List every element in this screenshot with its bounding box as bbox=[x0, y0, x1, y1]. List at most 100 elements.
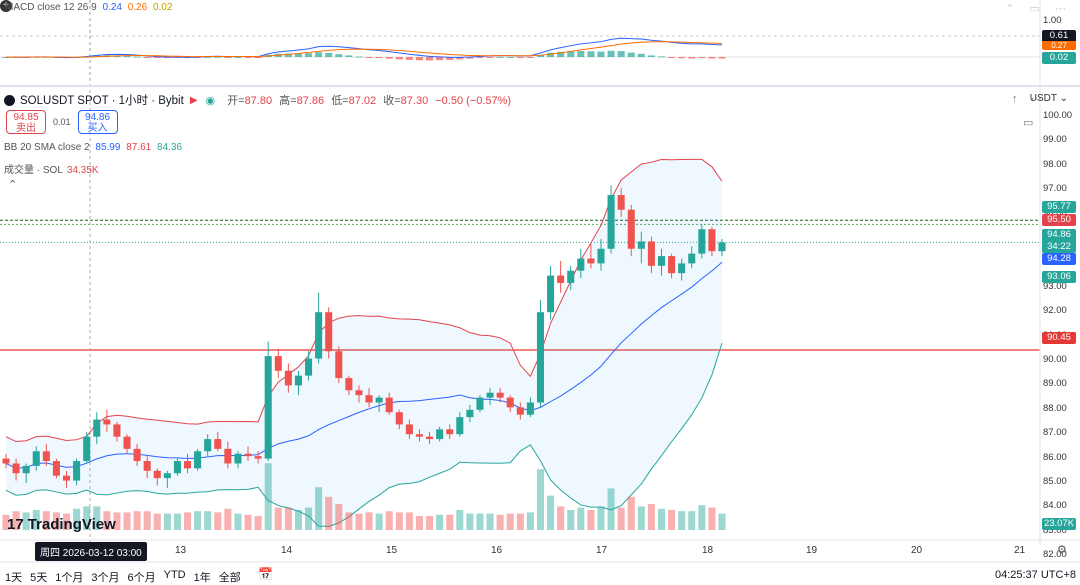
candle[interactable] bbox=[325, 307, 333, 359]
candle[interactable] bbox=[2, 453, 10, 469]
collapse-chevron-icon[interactable]: ⌃ bbox=[8, 179, 18, 191]
bollinger-legend[interactable]: BB 20 SMA close 2 85.99 87.61 84.36 bbox=[4, 142, 182, 153]
crosshair-icon[interactable]: + bbox=[0, 0, 12, 12]
candle[interactable] bbox=[123, 434, 131, 454]
volume-legend[interactable]: 成交量 · SOL 34.35K bbox=[4, 161, 99, 176]
candle[interactable] bbox=[183, 453, 192, 474]
candle[interactable] bbox=[73, 458, 81, 486]
candle[interactable] bbox=[194, 448, 202, 471]
candle[interactable] bbox=[405, 419, 413, 440]
range-button[interactable]: 3个月 bbox=[91, 572, 120, 584]
candle[interactable] bbox=[355, 385, 363, 403]
arrow-up-icon[interactable]: ↑ bbox=[1012, 93, 1018, 105]
candle[interactable] bbox=[506, 395, 514, 413]
candle[interactable] bbox=[153, 468, 161, 486]
candle[interactable] bbox=[12, 458, 20, 481]
candle[interactable] bbox=[446, 424, 454, 440]
candle[interactable] bbox=[496, 387, 504, 403]
candle[interactable] bbox=[284, 363, 292, 393]
range-button[interactable]: 1天 bbox=[5, 572, 23, 584]
candle[interactable] bbox=[607, 185, 615, 254]
trash-icon[interactable]: ▭ bbox=[1029, 3, 1040, 15]
candle[interactable] bbox=[436, 426, 444, 442]
candle[interactable] bbox=[83, 431, 91, 464]
candle[interactable] bbox=[244, 446, 252, 462]
arrow-up-icon[interactable]: ⌃ bbox=[1005, 3, 1015, 15]
more-icon[interactable]: ⋯ bbox=[1030, 93, 1042, 105]
candle[interactable] bbox=[173, 458, 181, 476]
candle[interactable] bbox=[547, 265, 555, 320]
candle[interactable] bbox=[415, 429, 423, 442]
range-button[interactable]: 全部 bbox=[218, 572, 241, 584]
candle[interactable] bbox=[143, 456, 151, 479]
candle[interactable] bbox=[335, 346, 343, 383]
candle[interactable] bbox=[345, 375, 353, 396]
candle[interactable] bbox=[678, 258, 686, 281]
candle[interactable] bbox=[718, 239, 726, 257]
candle[interactable] bbox=[597, 239, 605, 271]
candle[interactable] bbox=[577, 248, 585, 279]
candle[interactable] bbox=[567, 265, 575, 291]
candle[interactable] bbox=[163, 470, 171, 488]
symbol-name[interactable]: SOLUSDT SPOT · 1小时 · Bybit bbox=[20, 95, 184, 107]
range-button[interactable]: YTD bbox=[163, 569, 186, 581]
candle[interactable] bbox=[375, 395, 383, 413]
candle[interactable] bbox=[42, 443, 50, 466]
buy-button[interactable]: 94.86 买入 bbox=[77, 110, 118, 134]
range-button[interactable]: 5天 bbox=[30, 572, 48, 584]
candle[interactable] bbox=[476, 395, 484, 413]
candle[interactable] bbox=[395, 409, 403, 430]
candle[interactable] bbox=[526, 397, 534, 418]
candle[interactable] bbox=[657, 248, 666, 276]
candle[interactable] bbox=[254, 451, 262, 464]
range-button[interactable]: 6个月 bbox=[127, 572, 156, 584]
candle[interactable] bbox=[486, 387, 494, 405]
more-icon[interactable]: ⋯ bbox=[1055, 3, 1066, 15]
candle[interactable] bbox=[113, 422, 121, 442]
gear-icon[interactable]: ⚙ bbox=[1057, 544, 1067, 556]
candle[interactable] bbox=[22, 463, 30, 483]
price-chart[interactable] bbox=[0, 0, 1080, 563]
candle[interactable] bbox=[315, 292, 323, 364]
candle[interactable] bbox=[133, 443, 141, 466]
candle[interactable] bbox=[688, 246, 696, 269]
candle[interactable] bbox=[637, 231, 645, 264]
candle[interactable] bbox=[385, 392, 393, 415]
candle[interactable] bbox=[234, 451, 242, 469]
candle[interactable] bbox=[305, 351, 313, 381]
candle[interactable] bbox=[224, 441, 232, 469]
pane-controls[interactable]: ⌃ ▭ ⋯ bbox=[993, 2, 1066, 15]
candle[interactable] bbox=[365, 387, 373, 408]
range-button[interactable]: 1个月 bbox=[55, 572, 84, 584]
candle[interactable] bbox=[204, 434, 212, 457]
candle[interactable] bbox=[294, 370, 302, 396]
candle[interactable] bbox=[426, 431, 434, 444]
candle[interactable] bbox=[52, 458, 60, 479]
flag-icon[interactable]: ▶ bbox=[189, 94, 198, 106]
candle[interactable] bbox=[647, 236, 655, 274]
candle[interactable] bbox=[93, 412, 101, 444]
candle[interactable] bbox=[557, 260, 565, 293]
candle[interactable] bbox=[214, 431, 222, 452]
candle[interactable] bbox=[32, 446, 40, 471]
candle[interactable] bbox=[516, 402, 524, 420]
sell-button[interactable]: 94.85 卖出 bbox=[6, 110, 46, 134]
candle[interactable] bbox=[536, 300, 545, 408]
candle[interactable] bbox=[264, 341, 272, 462]
clock[interactable]: 04:25:37 UTC+8 bbox=[994, 569, 1076, 581]
currency-selector[interactable]: USDT ⌄ bbox=[1029, 93, 1068, 104]
fullscreen-icon[interactable]: ▭ bbox=[1023, 117, 1034, 129]
calendar-icon[interactable]: 📅 bbox=[258, 567, 273, 581]
candle[interactable] bbox=[617, 187, 625, 218]
candle[interactable] bbox=[668, 253, 676, 279]
candle[interactable] bbox=[698, 224, 706, 259]
candle[interactable] bbox=[62, 470, 71, 488]
range-button[interactable]: 1年 bbox=[193, 572, 211, 584]
candle[interactable] bbox=[103, 409, 111, 432]
candle[interactable] bbox=[708, 226, 716, 257]
candle[interactable] bbox=[466, 404, 474, 422]
candle[interactable] bbox=[274, 348, 282, 379]
candle[interactable] bbox=[627, 204, 635, 257]
candle[interactable] bbox=[456, 412, 464, 437]
candle[interactable] bbox=[587, 243, 595, 269]
